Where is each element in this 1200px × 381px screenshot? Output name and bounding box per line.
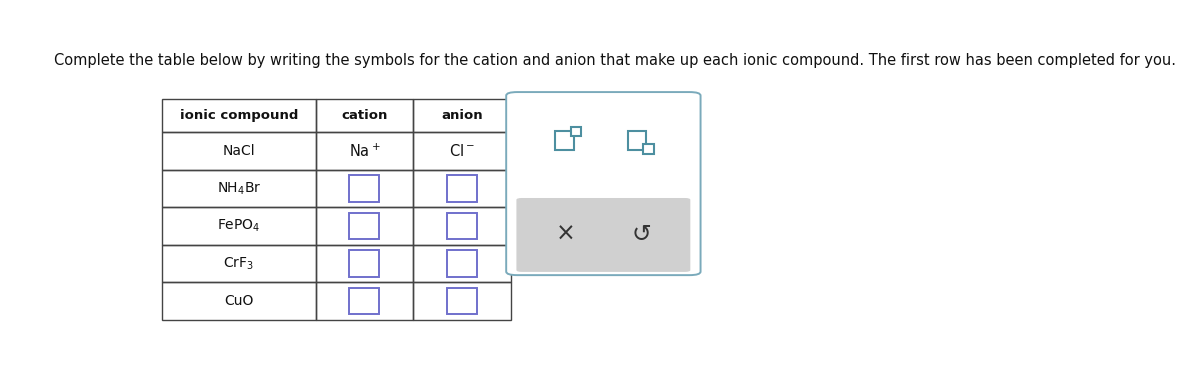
FancyBboxPatch shape <box>448 288 476 314</box>
Bar <box>316 207 413 245</box>
Bar <box>162 207 316 245</box>
Bar <box>316 282 413 320</box>
FancyBboxPatch shape <box>628 131 646 150</box>
Bar <box>162 170 316 207</box>
FancyBboxPatch shape <box>349 213 379 239</box>
Text: FePO$_4$: FePO$_4$ <box>217 218 260 234</box>
Bar <box>413 245 511 282</box>
Bar <box>162 132 316 170</box>
Text: NH$_4$Br: NH$_4$Br <box>217 180 260 197</box>
Text: Cl$^-$: Cl$^-$ <box>449 143 475 159</box>
Text: CuO: CuO <box>224 294 253 308</box>
Text: CrF$_3$: CrF$_3$ <box>223 256 254 272</box>
FancyBboxPatch shape <box>516 198 690 272</box>
Text: ×: × <box>556 221 575 245</box>
Text: ↺: ↺ <box>631 221 652 245</box>
FancyBboxPatch shape <box>643 144 654 154</box>
FancyBboxPatch shape <box>349 250 379 277</box>
FancyBboxPatch shape <box>506 92 701 275</box>
FancyBboxPatch shape <box>571 127 581 136</box>
Bar <box>162 245 316 282</box>
Text: ionic compound: ionic compound <box>180 109 298 122</box>
Bar <box>316 132 413 170</box>
Bar <box>316 170 413 207</box>
FancyBboxPatch shape <box>448 213 476 239</box>
FancyBboxPatch shape <box>349 175 379 202</box>
Text: NaCl: NaCl <box>222 144 256 158</box>
Bar <box>162 99 316 132</box>
Text: Na$^+$: Na$^+$ <box>348 142 380 160</box>
Text: cation: cation <box>341 109 388 122</box>
FancyBboxPatch shape <box>556 131 574 150</box>
Bar <box>413 207 511 245</box>
Bar <box>413 282 511 320</box>
Bar <box>316 99 413 132</box>
Text: Complete the table below by writing the symbols for the cation and anion that ma: Complete the table below by writing the … <box>54 53 1176 68</box>
Bar <box>162 282 316 320</box>
FancyBboxPatch shape <box>448 175 476 202</box>
Bar <box>413 99 511 132</box>
FancyBboxPatch shape <box>349 288 379 314</box>
FancyBboxPatch shape <box>448 250 476 277</box>
Bar <box>413 132 511 170</box>
Bar <box>413 170 511 207</box>
Text: anion: anion <box>442 109 482 122</box>
Bar <box>316 245 413 282</box>
